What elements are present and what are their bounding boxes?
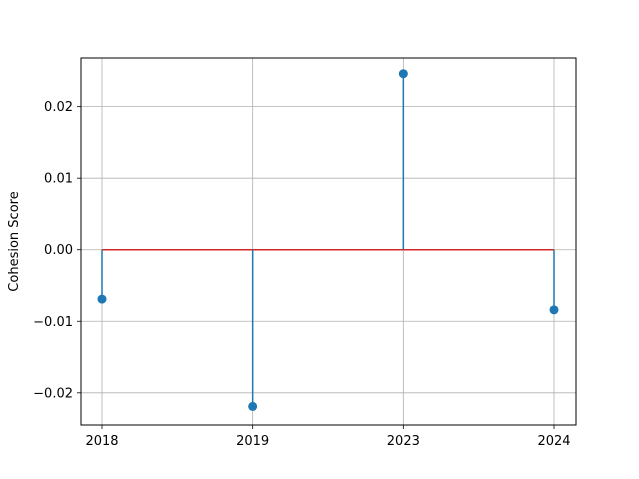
x-tick-label: 2018 (85, 434, 118, 449)
x-tick-label: 2019 (236, 434, 269, 449)
y-tick-label: 0.01 (44, 172, 73, 187)
x-axis-ticks: 2018 2019 2023 2024 (85, 425, 571, 449)
y-tick-label: 0.02 (44, 100, 73, 115)
y-axis-ticks: −0.02 −0.01 0.00 0.01 0.02 (33, 100, 81, 401)
stem-marker (97, 294, 107, 304)
stem-marker (248, 401, 258, 411)
y-tick-label: −0.01 (33, 315, 73, 330)
stems (101, 73, 555, 407)
y-tick-label: −0.02 (33, 386, 73, 401)
plot-frame (80, 57, 577, 426)
x-tick-label: 2024 (537, 434, 570, 449)
y-tick-label: 0.00 (44, 243, 73, 258)
grid (81, 58, 576, 425)
y-axis-label: Cohesion Score (7, 191, 22, 291)
x-tick-label: 2023 (387, 434, 420, 449)
stem-marker (549, 305, 559, 315)
stem-marker (398, 69, 408, 79)
markers (97, 69, 559, 411)
